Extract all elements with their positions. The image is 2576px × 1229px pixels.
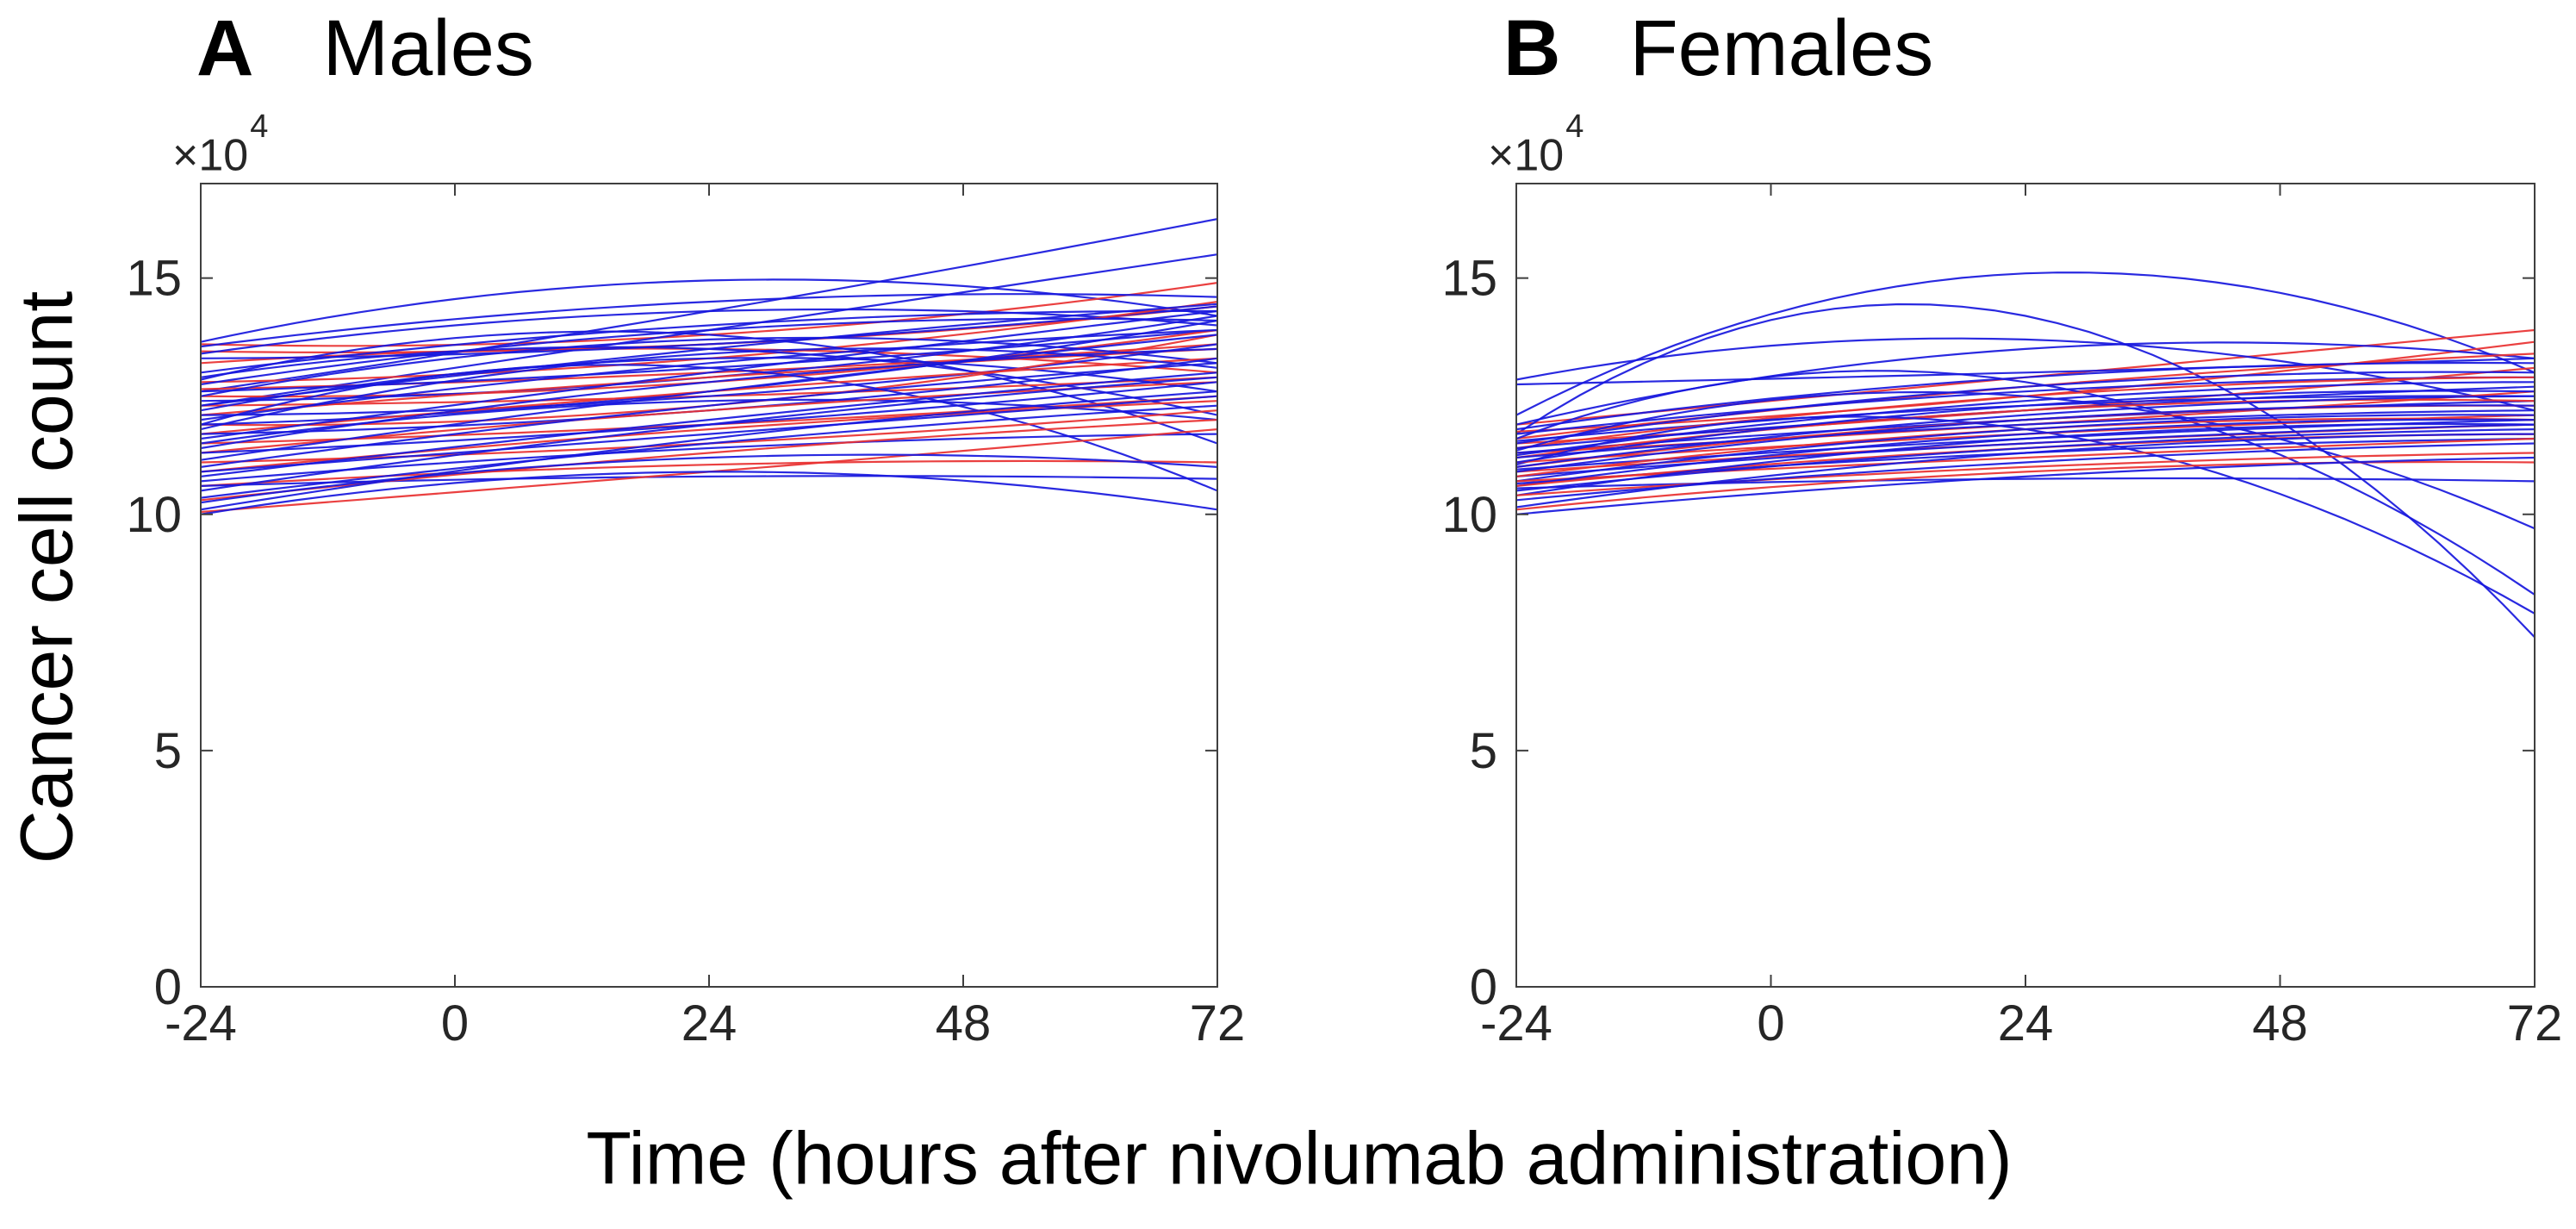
subject-trajectory: [201, 305, 1217, 359]
subject-trajectory: [201, 309, 1217, 374]
subject-trajectory: [201, 328, 1217, 421]
x-tick-label: 72: [2507, 995, 2563, 1051]
subject-trajectory: [1516, 428, 2535, 492]
subject-trajectory: [1516, 422, 2535, 496]
panel-b-title: B Females: [1503, 9, 1933, 88]
trajectory-group: [201, 218, 1217, 515]
subject-trajectory: [201, 308, 1217, 355]
y-tick-label: 5: [154, 723, 182, 779]
y-tick-label: 10: [126, 487, 182, 543]
trajectory-group: [1516, 271, 2535, 639]
subject-trajectory: [201, 336, 1217, 397]
subject-trajectory: [201, 371, 1217, 477]
x-tick-label: 48: [936, 995, 992, 1051]
x-tick-label: 48: [2252, 995, 2308, 1051]
subject-trajectory: [1516, 418, 2535, 487]
subject-trajectory: [1516, 414, 2535, 483]
y-axis-label: Cancer cell count: [5, 290, 89, 864]
subject-trajectory: [1516, 404, 2535, 473]
x-tick-label: 24: [681, 995, 737, 1051]
subject-trajectory: [201, 293, 1217, 348]
subject-trajectory: [201, 343, 1217, 416]
panel-a-title: A Males: [196, 9, 534, 88]
axes-box: [200, 183, 1218, 988]
exponent-base: ×10: [1488, 130, 1565, 181]
subject-trajectory: [201, 404, 1217, 499]
subject-trajectory: [1516, 303, 2535, 639]
subject-trajectory: [1516, 370, 2535, 596]
subject-trajectory: [201, 309, 1217, 440]
subject-trajectory: [1516, 381, 2535, 457]
subject-trajectory: [201, 317, 1217, 386]
panel-b-letter: B: [1503, 4, 1561, 92]
subject-trajectory: [201, 347, 1217, 416]
axes-box: [1515, 183, 2536, 988]
subject-trajectory: [1516, 395, 2535, 468]
y-tick-label: 10: [1441, 487, 1497, 543]
subject-trajectory: [1516, 437, 2535, 483]
subject-trajectory: [201, 334, 1217, 461]
subject-trajectory: [201, 347, 1217, 450]
subject-trajectory: [201, 390, 1217, 511]
exponent-base: ×10: [172, 130, 249, 181]
x-axis-label: Time (hours after nivolumab administrati…: [586, 1117, 2013, 1201]
subject-trajectory: [1516, 409, 2535, 459]
y-tick-label: 15: [126, 251, 182, 307]
subject-trajectory: [201, 471, 1217, 515]
x-tick-label: 0: [441, 995, 469, 1051]
panel-a-y-exponent: ×104: [172, 110, 268, 181]
subject-trajectory: [201, 376, 1217, 492]
x-tick-label: -24: [1480, 995, 1552, 1051]
subject-trajectory: [201, 362, 1217, 468]
subject-trajectory: [1516, 433, 2535, 508]
panel-a-letter: A: [196, 4, 254, 92]
y-tick-label: 15: [1441, 251, 1497, 307]
subject-trajectory: [1516, 337, 2535, 412]
panel-b-y-exponent: ×104: [1488, 110, 1584, 181]
panel-a-title-text: Males: [322, 4, 534, 92]
subject-trajectory: [201, 357, 1217, 412]
subject-trajectory: [1516, 390, 2535, 530]
x-tick-label: -24: [165, 995, 237, 1051]
subject-trajectory: [1516, 456, 2535, 515]
y-tick-label: 0: [1470, 959, 1497, 1015]
subject-trajectory: [201, 459, 1217, 487]
panel-b-title-text: Females: [1629, 4, 1934, 92]
subject-trajectory: [1516, 361, 2535, 431]
exponent-power: 4: [250, 109, 269, 145]
subject-trajectory: [201, 381, 1217, 454]
subject-trajectory: [201, 453, 1217, 504]
subject-trajectory: [1516, 390, 2535, 464]
subject-trajectory: [201, 395, 1217, 473]
y-tick-label: 0: [154, 959, 182, 1015]
subject-trajectory: [201, 218, 1217, 393]
subject-trajectory: [1516, 376, 2535, 435]
exponent-power: 4: [1565, 109, 1584, 145]
subject-trajectory: [1516, 398, 2535, 459]
x-tick-label: 24: [1998, 995, 2054, 1051]
subject-trajectory: [201, 428, 1217, 514]
subject-trajectory: [201, 433, 1217, 483]
y-tick-label: 5: [1470, 723, 1497, 779]
subject-trajectory: [1516, 371, 2535, 445]
x-tick-label: 0: [1757, 995, 1784, 1051]
x-tick-label: 72: [1190, 995, 1246, 1051]
subject-trajectory: [1516, 271, 2535, 416]
